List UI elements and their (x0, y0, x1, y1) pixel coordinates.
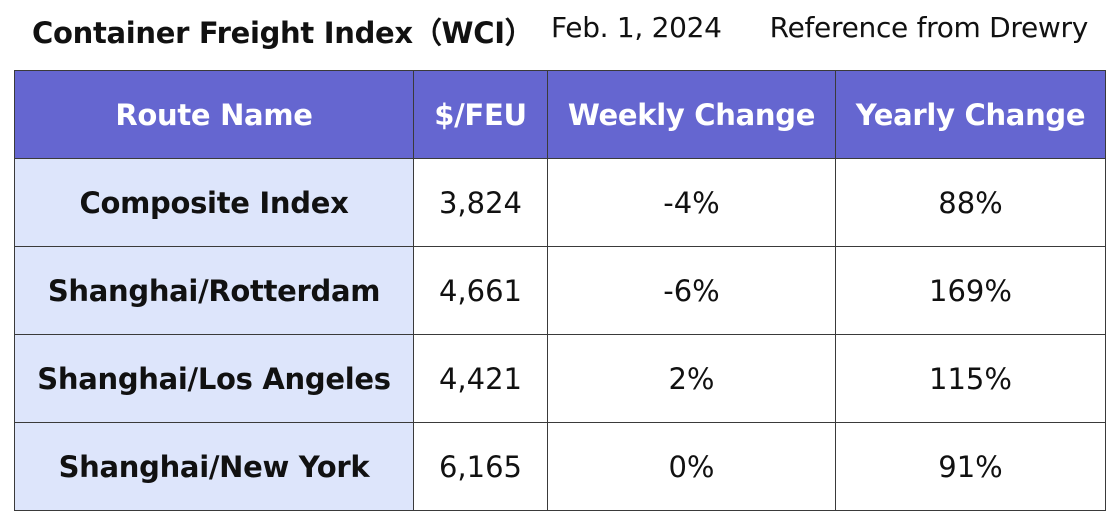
table-header: Route Name $/FEU Weekly Change Yearly Ch… (14, 70, 1106, 159)
column-header-price-per-feu: $/FEU (413, 70, 548, 159)
report-date: Feb. 1, 2024 (551, 11, 722, 44)
yearly-change-cell: 115% (835, 334, 1106, 423)
column-header-yearly-change: Yearly Change (835, 70, 1106, 159)
table-row: Shanghai/Los Angeles 4,421 2% 115% (14, 334, 1106, 423)
page-header: Container Freight Index（WCI） Feb. 1, 202… (0, 0, 1118, 60)
price-per-feu-cell: 3,824 (413, 158, 548, 247)
route-name-cell: Shanghai/Los Angeles (14, 334, 414, 423)
price-per-feu-cell: 6,165 (413, 422, 548, 511)
page-title: Container Freight Index（WCI） (32, 16, 534, 50)
weekly-change-cell: -6% (547, 246, 836, 335)
column-header-weekly-change: Weekly Change (547, 70, 836, 159)
source-reference: Reference from Drewry (769, 11, 1089, 44)
weekly-change-cell: 2% (547, 334, 836, 423)
header-row: Route Name $/FEU Weekly Change Yearly Ch… (14, 70, 1106, 159)
table-body: Composite Index 3,824 -4% 88% Shanghai/R… (14, 158, 1106, 511)
route-name-cell: Shanghai/New York (14, 422, 414, 511)
column-header-route-name: Route Name (14, 70, 414, 159)
weekly-change-cell: -4% (547, 158, 836, 247)
freight-index-table: Route Name $/FEU Weekly Change Yearly Ch… (14, 70, 1106, 511)
yearly-change-cell: 169% (835, 246, 1106, 335)
weekly-change-cell: 0% (547, 422, 836, 511)
route-name-cell: Composite Index (14, 158, 414, 247)
route-name-cell: Shanghai/Rotterdam (14, 246, 414, 335)
table-row: Shanghai/New York 6,165 0% 91% (14, 422, 1106, 511)
yearly-change-cell: 91% (835, 422, 1106, 511)
price-per-feu-cell: 4,421 (413, 334, 548, 423)
table-row: Composite Index 3,824 -4% 88% (14, 158, 1106, 247)
price-per-feu-cell: 4,661 (413, 246, 548, 335)
yearly-change-cell: 88% (835, 158, 1106, 247)
table-row: Shanghai/Rotterdam 4,661 -6% 169% (14, 246, 1106, 335)
